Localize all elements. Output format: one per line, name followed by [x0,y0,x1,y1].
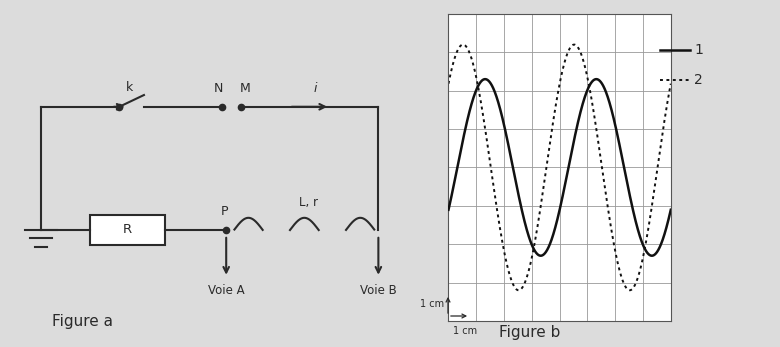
Text: 2: 2 [694,73,703,87]
Text: L, r: L, r [299,195,318,209]
Text: R: R [123,223,132,236]
Text: i: i [314,82,317,95]
Bar [90,214,165,245]
Text: N: N [213,82,222,95]
Text: Voie A: Voie A [208,283,244,297]
Text: Figure b: Figure b [499,325,561,340]
Text: Figure a: Figure a [51,314,113,329]
Text: 1 cm: 1 cm [420,299,444,309]
Text: M: M [239,82,250,95]
Text: k: k [126,81,133,94]
Text: 1: 1 [694,43,703,57]
Text: 1 cm: 1 cm [453,326,477,336]
Text: Voie B: Voie B [360,283,397,297]
Text: P: P [221,205,228,218]
